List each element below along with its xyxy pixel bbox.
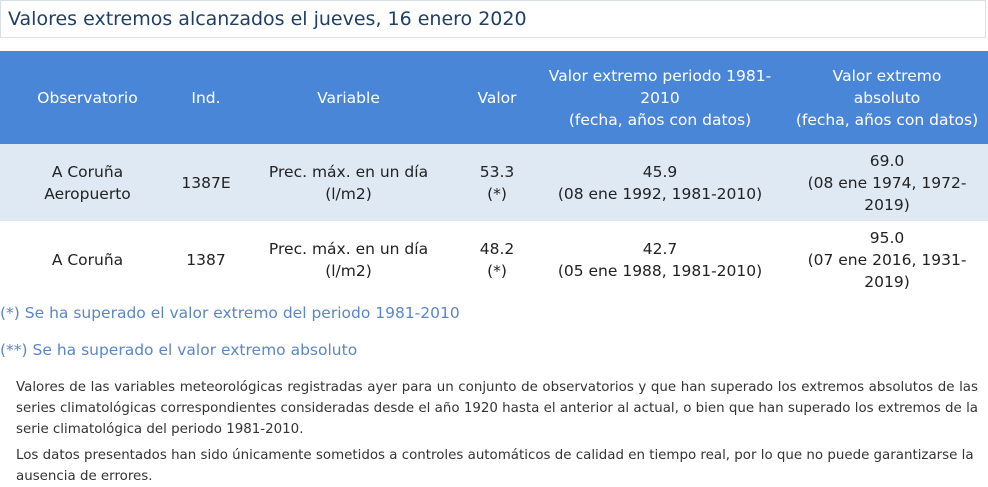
header-variable: Variable — [237, 51, 460, 144]
cell-observatorio: A Coruña — [0, 221, 175, 298]
header-absoluto-line2: absoluto — [853, 88, 921, 107]
header-observatorio: Observatorio — [0, 51, 175, 144]
variable-line1: Prec. máx. en un día — [268, 162, 429, 181]
observatorio-line1: A Coruña — [51, 162, 124, 181]
periodo-date: (08 ene 1992, 1981-2010) — [557, 184, 763, 203]
table-header-row: Observatorio Ind. Variable Valor Valor e… — [0, 51, 988, 144]
observatorio-line2: Aeropuerto — [44, 184, 131, 203]
cell-valor: 53.3 (*) — [460, 144, 534, 221]
absoluto-date-line1: (08 ene 1974, 1972- — [807, 173, 967, 192]
variable-line1: Prec. máx. en un día — [268, 239, 429, 258]
periodo-value: 42.7 — [642, 239, 678, 258]
absoluto-date-line2: 2019) — [864, 195, 910, 214]
header-periodo-line2: 2010 — [640, 88, 680, 107]
cell-periodo: 45.9 (08 ene 1992, 1981-2010) — [534, 144, 786, 221]
header-absoluto: Valor extremo absoluto (fecha, años con … — [786, 51, 988, 144]
cell-observatorio: A Coruña Aeropuerto — [0, 144, 175, 221]
note-periodo: (*) Se ha superado el valor extremo del … — [0, 304, 460, 322]
extremes-table: Observatorio Ind. Variable Valor Valor e… — [0, 51, 988, 298]
description-paragraph: Valores de las variables meteorológicas … — [16, 380, 978, 437]
periodo-date: (05 ene 1988, 1981-2010) — [557, 261, 763, 280]
cell-absoluto: 95.0 (07 ene 2016, 1931- 2019) — [786, 221, 988, 298]
note-absoluto: (**) Se ha superado el valor extremo abs… — [0, 341, 358, 359]
absoluto-date-line1: (07 ene 2016, 1931- — [807, 250, 967, 269]
header-periodo: Valor extremo periodo 1981- 2010 (fecha,… — [534, 51, 786, 144]
absoluto-value: 95.0 — [869, 228, 905, 247]
absoluto-value: 69.0 — [869, 151, 905, 170]
header-periodo-line3: (fecha, años con datos) — [568, 110, 752, 129]
header-ind: Ind. — [175, 51, 237, 144]
observatorio-line1: A Coruña — [51, 250, 124, 269]
header-valor: Valor — [460, 51, 534, 144]
valor-number: 53.3 — [479, 162, 515, 181]
page-title: Valores extremos alcanzados el jueves, 1… — [8, 8, 527, 30]
valor-mark: (*) — [487, 261, 507, 280]
cell-variable: Prec. máx. en un día (l/m2) — [237, 221, 460, 298]
header-absoluto-line1: Valor extremo — [832, 66, 942, 85]
table-row: A Coruña Aeropuerto 1387E Prec. máx. en … — [0, 144, 988, 221]
valor-mark: (*) — [487, 184, 507, 203]
periodo-value: 45.9 — [642, 162, 678, 181]
valor-number: 48.2 — [479, 239, 515, 258]
quality-disclaimer: Los datos presentados han sido únicament… — [16, 448, 974, 484]
table-row: A Coruña 1387 Prec. máx. en un día (l/m2… — [0, 221, 988, 298]
title-bar: Valores extremos alcanzados el jueves, 1… — [0, 0, 986, 38]
cell-valor: 48.2 (*) — [460, 221, 534, 298]
absoluto-date-line2: 2019) — [864, 272, 910, 291]
cell-periodo: 42.7 (05 ene 1988, 1981-2010) — [534, 221, 786, 298]
variable-line2: (l/m2) — [325, 184, 372, 203]
header-periodo-line1: Valor extremo periodo 1981- — [548, 66, 772, 85]
cell-ind: 1387E — [175, 144, 237, 221]
cell-ind: 1387 — [175, 221, 237, 298]
variable-line2: (l/m2) — [325, 261, 372, 280]
header-absoluto-line3: (fecha, años con datos) — [795, 110, 979, 129]
cell-absoluto: 69.0 (08 ene 1974, 1972- 2019) — [786, 144, 988, 221]
cell-variable: Prec. máx. en un día (l/m2) — [237, 144, 460, 221]
